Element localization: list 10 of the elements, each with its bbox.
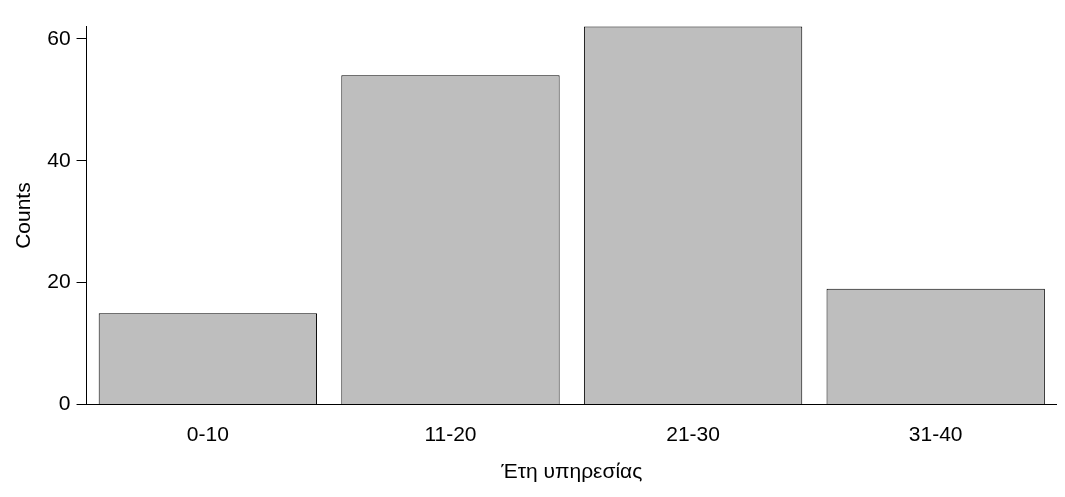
y-tick-label: 40 (47, 147, 71, 171)
x-tick-label: 31-40 (908, 422, 963, 445)
y-tick-label: 0 (58, 391, 71, 415)
y-tick-label: 20 (47, 269, 71, 293)
x-axis-title: Έτη υπηρεσίας (500, 459, 643, 483)
x-tick-label: 21-30 (666, 422, 720, 445)
y-axis-title: Counts (11, 182, 35, 249)
x-tick-label: 0-10 (186, 422, 229, 445)
y-tick-label: 60 (47, 25, 71, 49)
x-tick-label: 11-20 (424, 422, 477, 445)
